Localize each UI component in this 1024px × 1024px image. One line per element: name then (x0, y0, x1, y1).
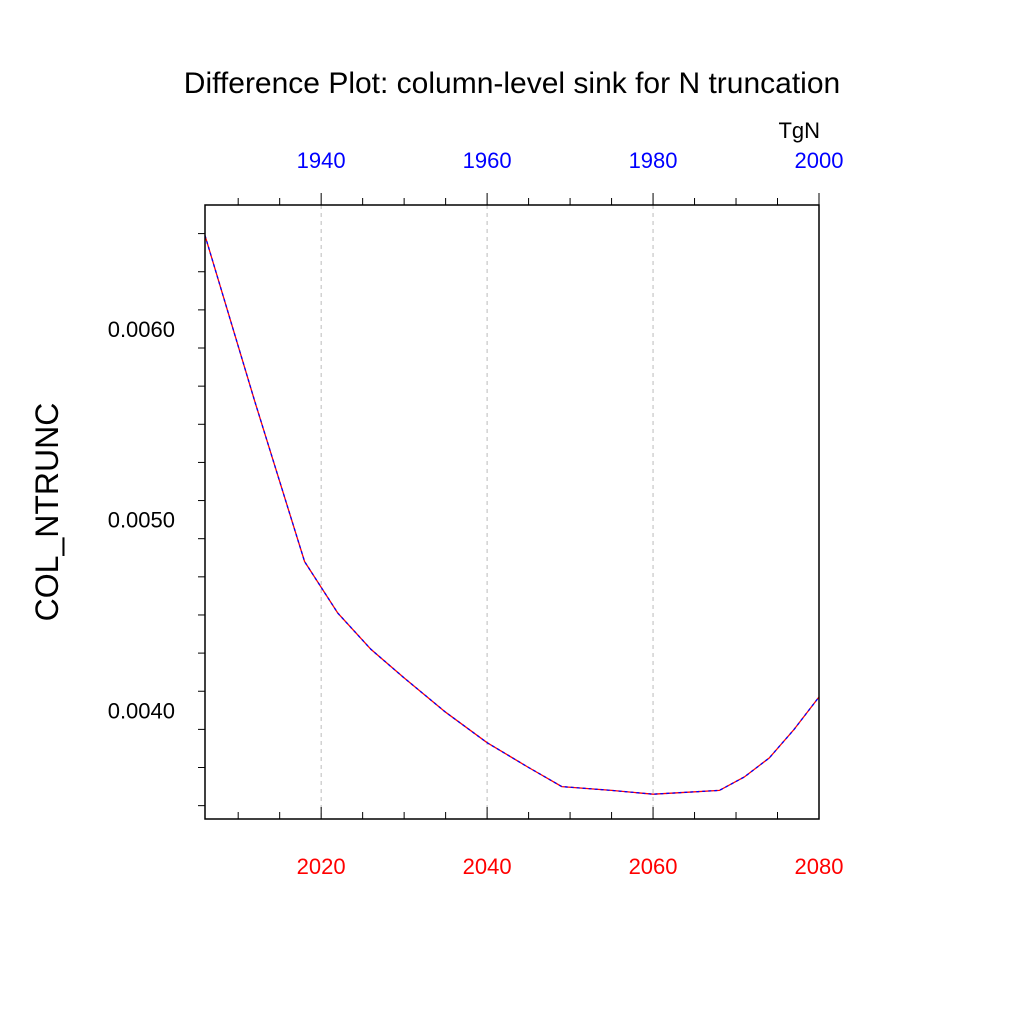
series-line (204, 235, 820, 795)
grid-layer (320, 205, 654, 819)
tick-layer: 2020 2040 2060 2080 1940 1960 1980 2000 0.0040 0.… (108, 148, 844, 879)
x-bottom-tick-label: 2020 (297, 854, 346, 879)
units-label: TgN (778, 118, 820, 143)
x-top-tick-label: 1980 (629, 148, 678, 173)
y-axis-label: COL_NTRUNC (29, 403, 65, 622)
x-bottom-tick-label: 2060 (629, 854, 678, 879)
series-line (204, 235, 820, 795)
x-top-tick-label: 2000 (795, 148, 844, 173)
x-top-tick-label: 1940 (297, 148, 346, 173)
x-top-tick-label: 1960 (463, 148, 512, 173)
y-tick-label: 0.0060 (108, 317, 175, 342)
x-bottom-tick-label: 2080 (795, 854, 844, 879)
x-bottom-tick-label: 2040 (463, 854, 512, 879)
plot-frame (204, 204, 820, 820)
y-tick-label: 0.0040 (108, 698, 175, 723)
series-layer (204, 235, 820, 795)
chart-title: Difference Plot: column-level sink for N… (184, 67, 840, 100)
y-tick-label: 0.0050 (108, 508, 175, 533)
